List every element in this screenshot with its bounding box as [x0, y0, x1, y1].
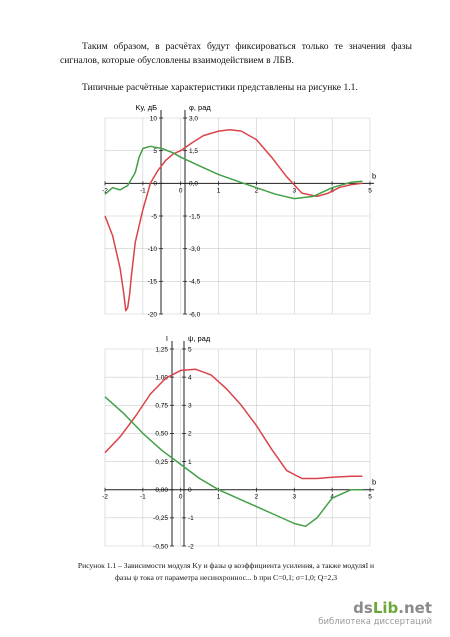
x-tick-label: 4 [330, 494, 334, 501]
y-left-tick-label: -20 [148, 311, 158, 318]
watermark-subtitle: библиотека диссертаций [318, 617, 432, 627]
series-line-green [104, 145, 363, 200]
y-right-tick-label: 2 [188, 431, 192, 438]
y-left-tick-label: 5 [153, 148, 157, 155]
gain-phase-chart: -2 -1 0 1 2 3 4 51050-5-10-15-203,01,50,0-1,5-3… [102, 103, 376, 318]
y-right-tick-label: 5 [188, 346, 192, 353]
y-left-tick-label: 0,25 [155, 459, 168, 466]
x-tick-label: 5 [368, 187, 372, 194]
series-line-green [104, 396, 363, 528]
x-tick-label: -2 [102, 494, 108, 501]
y-right-tick-label: -1,5 [189, 213, 201, 220]
intro-paragraph: Таким образом, в расчётах будут фиксиров… [60, 41, 412, 66]
x-tick-label: 3 [292, 494, 296, 501]
caption-line-2: фазы ψ тока от параметра несинхроннос...… [114, 573, 338, 582]
x-axis-title: b [372, 478, 376, 487]
series-line-red [104, 129, 363, 312]
y-left-tick-label: -0,25 [153, 515, 168, 522]
y-left-tick-label: 0,50 [155, 431, 168, 438]
x-tick-label: -1 [140, 187, 146, 194]
x-tick-label: 2 [255, 494, 259, 501]
y-left-tick-label: -0,50 [153, 543, 168, 550]
y-right-tick-label: -2 [188, 543, 194, 550]
x-axis-title: b [372, 171, 376, 180]
x-tick-label: 2 [255, 187, 259, 194]
y-left-axis-title: Kу, дБ [136, 103, 158, 112]
y-left-tick-label: 0,00 [155, 487, 168, 494]
y-right-tick-label: -3,0 [189, 246, 201, 253]
figure-caption: Рисунок 1.1 – Зависимости модуля Kу и фа… [40, 560, 412, 584]
watermark-brand-suffix: .net [398, 599, 432, 617]
x-tick-label: -2 [102, 187, 108, 194]
x-tick-label: 3 [292, 187, 296, 194]
x-tick-label: 0 [179, 494, 183, 501]
y-left-tick-label: -5 [151, 213, 157, 220]
y-left-tick-label: 0 [153, 181, 157, 188]
y-left-axis-title: I [166, 334, 168, 343]
current-phase-chart: -2 -1 0 1 2 3 4 5 1,25 1,00 0,75 0,50 0,25 0,00 -0,25 -… [102, 334, 376, 550]
y-left-tick-label: 1,25 [155, 346, 168, 353]
figure-reference-paragraph: Типичные расчётные характеристики предст… [82, 82, 358, 93]
x-tick-label: 1 [217, 494, 221, 501]
y-right-tick-label: 0,0 [189, 181, 198, 188]
watermark-logo: dsLib.net библиотека диссертаций [318, 599, 432, 627]
y-left-tick-label: 1,00 [155, 374, 168, 381]
y-right-tick-label: -1 [188, 515, 194, 522]
y-right-tick-label: 1 [188, 459, 192, 466]
watermark-brand-highlight: Lib [372, 599, 399, 617]
y-left-tick-label: 10 [150, 115, 158, 122]
y-right-axis-title: φ, рад [189, 103, 211, 112]
x-tick-label: -1 [140, 494, 146, 501]
y-right-tick-label: 0 [188, 487, 192, 494]
x-tick-label: 5 [368, 494, 372, 501]
watermark-brand-part: ds [353, 599, 373, 617]
watermark-brand: dsLib.net [318, 599, 432, 617]
y-right-tick-label: 4 [188, 374, 192, 381]
y-left-tick-label: -10 [148, 246, 158, 253]
y-left-tick-label: -15 [148, 279, 158, 286]
y-left-tick-label: 0,75 [155, 403, 168, 410]
y-right-axis-title: ψ, рад [188, 334, 211, 343]
x-tick-label: 1 [217, 187, 221, 194]
y-right-tick-label: -6,0 [189, 311, 201, 318]
y-right-tick-label: 3 [188, 403, 192, 410]
y-right-tick-label: 3,0 [189, 115, 198, 122]
series-line-red [104, 368, 363, 480]
y-right-tick-label: -4,5 [189, 279, 201, 286]
y-right-tick-label: 1,5 [189, 148, 198, 155]
x-tick-label: 0 [179, 187, 183, 194]
caption-line-1: Рисунок 1.1 – Зависимости модуля Kу и фа… [77, 561, 375, 570]
